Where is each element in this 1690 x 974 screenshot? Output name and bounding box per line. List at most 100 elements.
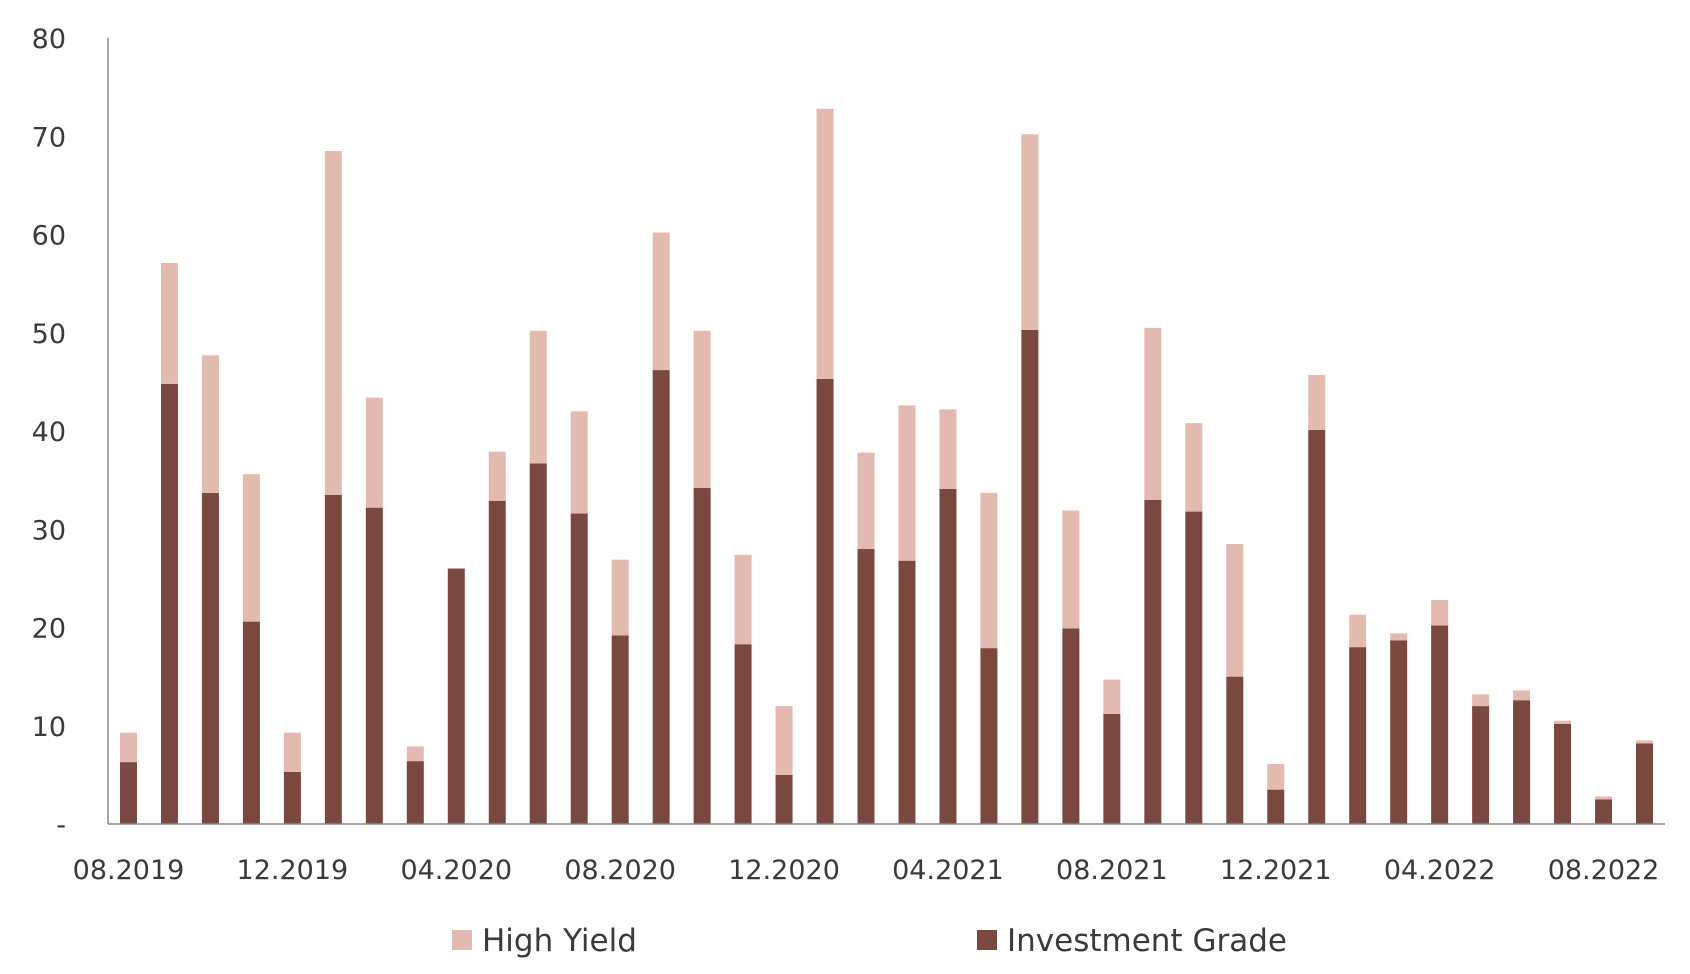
bar-investment-grade-09.2021 xyxy=(1144,499,1162,824)
legend-swatch-investment-grade xyxy=(977,930,997,950)
bar-high-yield-11.2021 xyxy=(1226,543,1244,677)
bar-investment-grade-04.2022 xyxy=(1431,625,1449,824)
bar-investment-grade-05.2022 xyxy=(1472,706,1490,824)
bar-investment-grade-08.2019 xyxy=(119,762,137,824)
bar-investment-grade-01.2022 xyxy=(1308,430,1326,824)
bar-investment-grade-05.2021 xyxy=(980,648,998,824)
bar-high-yield-07.2021 xyxy=(1062,510,1080,629)
bar-investment-grade-08.2021 xyxy=(1103,713,1121,824)
x-tick-label: 08.2020 xyxy=(564,855,676,886)
bar-high-yield-11.2019 xyxy=(242,474,260,622)
y-tick-label: 10 xyxy=(32,712,66,743)
legend: High Yield Investment Grade xyxy=(452,923,1287,959)
x-tick-label: 04.2020 xyxy=(400,855,512,886)
bar-investment-grade-10.2021 xyxy=(1185,511,1203,824)
bar-high-yield-07.2020 xyxy=(570,411,588,514)
bar-investment-grade-01.2021 xyxy=(816,378,834,824)
bar-high-yield-05.2022 xyxy=(1472,694,1490,707)
y-tick-label: 20 xyxy=(32,614,66,645)
y-tick-label: 40 xyxy=(32,417,66,448)
x-tick-label: 12.2020 xyxy=(728,855,840,886)
bar-investment-grade-06.2020 xyxy=(529,463,547,824)
bar-investment-grade-10.2019 xyxy=(201,492,219,824)
x-axis-tick-labels: 08.2019 12.2019 04.2020 08.2020 12.2020 04.20… xyxy=(73,855,1660,886)
bar-high-yield-05.2020 xyxy=(488,451,506,501)
bar-high-yield-02.2021 xyxy=(857,452,875,549)
bar-high-yield-10.2020 xyxy=(693,330,711,488)
bar-high-yield-04.2021 xyxy=(939,409,957,489)
x-tick-label: 08.2021 xyxy=(1056,855,1168,886)
bar-investment-grade-07.2022 xyxy=(1554,723,1572,824)
bar-high-yield-09.2022 xyxy=(1636,740,1654,744)
bar-investment-grade-05.2020 xyxy=(488,500,506,824)
y-tick-label: 30 xyxy=(32,515,66,546)
bar-high-yield-02.2020 xyxy=(365,397,383,508)
bar-investment-grade-03.2022 xyxy=(1390,640,1408,824)
x-tick-label: 12.2021 xyxy=(1220,855,1332,886)
bar-investment-grade-09.2020 xyxy=(652,370,670,824)
bar-series-group xyxy=(119,108,1654,824)
bar-high-yield-03.2020 xyxy=(406,746,424,762)
bar-high-yield-12.2021 xyxy=(1267,764,1285,790)
bar-investment-grade-02.2020 xyxy=(365,507,383,824)
bar-investment-grade-01.2020 xyxy=(324,494,342,824)
bar-high-yield-05.2021 xyxy=(980,492,998,649)
bar-investment-grade-06.2022 xyxy=(1513,700,1531,824)
y-tick-label: 50 xyxy=(32,319,66,350)
x-tick-label: 04.2022 xyxy=(1384,855,1496,886)
bar-investment-grade-02.2022 xyxy=(1349,647,1367,824)
bar-high-yield-04.2022 xyxy=(1431,599,1449,626)
bar-high-yield-06.2022 xyxy=(1513,690,1531,701)
bar-investment-grade-04.2021 xyxy=(939,488,957,824)
y-tick-label: 70 xyxy=(32,122,66,153)
legend-label-investment-grade: Investment Grade xyxy=(1007,923,1287,959)
bar-high-yield-09.2019 xyxy=(160,262,178,384)
bar-investment-grade-09.2022 xyxy=(1636,743,1654,824)
bar-high-yield-09.2021 xyxy=(1144,327,1162,500)
bar-high-yield-08.2021 xyxy=(1103,679,1121,714)
bar-high-yield-07.2022 xyxy=(1554,720,1572,724)
bar-high-yield-10.2021 xyxy=(1185,423,1203,512)
bar-investment-grade-12.2019 xyxy=(283,771,301,824)
bar-high-yield-03.2022 xyxy=(1390,633,1408,641)
x-tick-label: 04.2021 xyxy=(892,855,1004,886)
x-tick-label: 12.2019 xyxy=(237,855,349,886)
bar-investment-grade-08.2020 xyxy=(611,635,629,824)
bar-investment-grade-11.2019 xyxy=(242,621,260,824)
y-tick-label: - xyxy=(56,810,66,841)
legend-swatch-high-yield xyxy=(452,930,472,950)
bar-high-yield-01.2021 xyxy=(816,108,834,379)
bar-high-yield-03.2021 xyxy=(898,405,916,561)
bar-high-yield-09.2020 xyxy=(652,232,670,371)
bar-investment-grade-06.2021 xyxy=(1021,329,1039,824)
bar-investment-grade-12.2021 xyxy=(1267,789,1285,824)
bar-high-yield-10.2019 xyxy=(201,355,219,493)
bar-high-yield-01.2022 xyxy=(1308,374,1326,431)
bar-investment-grade-11.2020 xyxy=(734,644,752,824)
bar-investment-grade-07.2021 xyxy=(1062,628,1080,824)
bar-high-yield-06.2021 xyxy=(1021,134,1039,330)
bar-investment-grade-10.2020 xyxy=(693,487,711,824)
bar-high-yield-06.2020 xyxy=(529,330,547,464)
bar-high-yield-08.2020 xyxy=(611,559,629,636)
y-tick-label: 80 xyxy=(32,24,66,55)
bar-investment-grade-03.2020 xyxy=(406,761,424,824)
bar-investment-grade-03.2021 xyxy=(898,560,916,824)
bar-high-yield-08.2019 xyxy=(119,732,137,763)
bar-investment-grade-08.2022 xyxy=(1595,799,1613,824)
bar-investment-grade-04.2020 xyxy=(447,568,465,824)
y-axis-tick-labels: - 10 20 30 40 50 60 70 80 xyxy=(32,24,66,841)
bar-investment-grade-07.2020 xyxy=(570,513,588,824)
x-tick-label: 08.2019 xyxy=(73,855,185,886)
bar-investment-grade-11.2021 xyxy=(1226,676,1244,824)
bar-high-yield-11.2020 xyxy=(734,554,752,645)
y-tick-label: 60 xyxy=(32,221,66,252)
bar-investment-grade-02.2021 xyxy=(857,548,875,824)
bar-high-yield-08.2022 xyxy=(1595,796,1613,800)
bar-high-yield-12.2020 xyxy=(775,706,793,775)
bar-high-yield-01.2020 xyxy=(324,150,342,495)
legend-label-high-yield: High Yield xyxy=(482,923,637,959)
x-tick-label: 08.2022 xyxy=(1548,855,1660,886)
